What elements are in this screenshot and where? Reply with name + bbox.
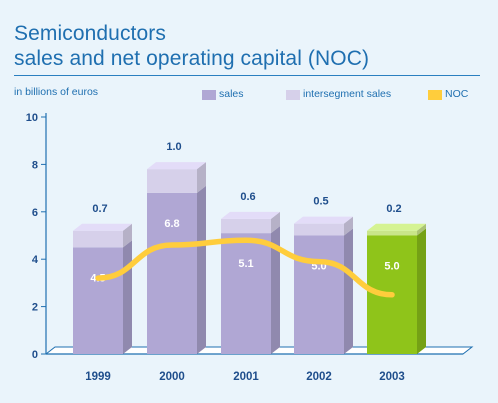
bar-intersegment-2001 [221, 218, 271, 234]
x-tick-label-2000: 2000 [159, 371, 185, 383]
bar-intersegment-side-2000 [197, 162, 206, 193]
bar-top-face-2000 [147, 162, 206, 170]
bar-top-face-2002 [294, 216, 353, 224]
bar-intersegment-2000 [147, 169, 197, 193]
legend-swatch-noc [428, 90, 442, 100]
bar-sales-side-2000 [197, 185, 206, 354]
bar-top-face-2001 [221, 211, 280, 219]
data-label-intersegment-2001: 0.6 [240, 191, 255, 203]
bar-sales-2002 [294, 235, 344, 354]
x-tick-label-1999: 1999 [85, 371, 111, 383]
bar-group-1999 [73, 223, 132, 354]
bar-sales-2000 [147, 192, 197, 354]
y-tick-label: 6 [32, 207, 38, 219]
chart-title-line-1: Semiconductors [14, 22, 166, 45]
bar-intersegment-side-1999 [123, 223, 132, 248]
bar-sales-1999 [73, 247, 123, 354]
data-label-sales-2003: 5.0 [384, 261, 399, 273]
data-label-sales-2000: 6.8 [164, 218, 179, 230]
bar-group-2001 [221, 211, 280, 354]
unit-label: in billions of euros [14, 86, 99, 98]
bar-sales-side-2002 [344, 228, 353, 354]
bar-sales-side-2003 [417, 228, 426, 354]
bar-group-2000 [147, 162, 206, 354]
bar-intersegment-2002 [294, 223, 344, 236]
data-label-intersegment-2002: 0.5 [313, 196, 328, 208]
legend-swatch-intersegment [286, 90, 300, 100]
x-tick-label-2003: 2003 [379, 371, 405, 383]
bar-top-face-2003 [367, 223, 426, 231]
data-label-intersegment-2000: 1.0 [166, 141, 181, 153]
y-tick-label: 2 [32, 302, 38, 314]
y-tick-label: 8 [32, 159, 38, 171]
bar-sales-2001 [221, 233, 271, 354]
bar-intersegment-side-2001 [271, 211, 280, 234]
x-tick-label-2002: 2002 [306, 371, 332, 383]
bar-group-2003 [367, 223, 426, 354]
data-label-sales-2001: 5.1 [238, 258, 253, 270]
bar-intersegment-side-2002 [344, 216, 353, 236]
data-label-intersegment-1999: 0.7 [92, 203, 107, 215]
y-tick-label: 4 [32, 254, 39, 266]
data-label-intersegment-2003: 0.2 [386, 203, 401, 215]
title-divider [14, 75, 480, 76]
bar-group-2002 [294, 216, 353, 354]
bar-top-face-1999 [73, 223, 132, 231]
bar-sales-side-1999 [123, 240, 132, 354]
y-tick-label: 10 [26, 112, 38, 124]
y-tick-label: 0 [32, 349, 38, 361]
legend-label-sales: sales [219, 88, 244, 100]
x-tick-label-2001: 2001 [233, 371, 259, 383]
bar-intersegment-1999 [73, 230, 123, 248]
legend-swatch-sales [202, 90, 216, 100]
legend-label-noc: NOC [445, 88, 469, 100]
chart-title-line-2: sales and net operating capital (NOC) [14, 47, 370, 70]
bar-sales-side-2001 [271, 226, 280, 354]
bar-intersegment-2003 [367, 230, 417, 236]
bar-intersegment-side-2003 [417, 223, 426, 236]
legend-label-intersegment: intersegment sales [303, 88, 392, 100]
